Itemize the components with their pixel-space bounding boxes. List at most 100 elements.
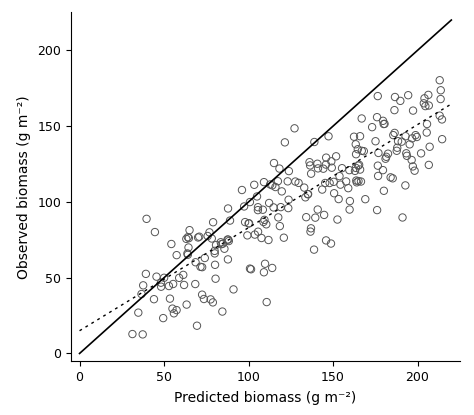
Point [412,132,419,139]
Point [389,175,397,182]
Point [251,231,259,238]
Point [270,204,277,211]
Point [211,250,219,257]
Point [310,139,318,145]
Point [353,179,361,186]
Point [230,286,237,293]
Point [261,261,269,267]
Point [437,87,445,94]
Point [169,281,177,287]
Point [193,322,201,329]
Point [250,181,258,188]
Point [352,151,360,158]
Point [184,251,191,258]
Point [184,234,191,240]
Point [356,161,363,168]
Point [382,155,389,162]
Point [204,233,211,239]
Point [346,206,354,213]
Point [180,271,187,278]
Point [337,181,344,188]
Point [325,133,332,139]
Point [423,121,431,127]
Point [409,107,417,114]
Point [336,173,343,180]
Point [306,162,314,169]
Point [276,223,283,229]
Point [261,217,268,223]
Point [165,283,173,289]
Point [330,178,337,185]
Point [304,191,312,198]
Point [211,248,219,254]
Point [166,295,174,302]
Point [247,266,255,273]
Point [417,150,425,157]
Point [356,166,364,173]
Point [328,164,336,171]
Point [302,214,310,220]
Point [393,147,401,154]
Point [295,180,302,186]
Point [263,299,271,305]
Point [322,161,330,168]
Point [391,107,398,113]
Point [201,255,209,261]
Point [350,133,358,140]
Point [379,167,387,173]
Point [225,238,233,244]
Point [280,234,288,241]
Point [404,92,412,98]
Point [425,102,433,109]
Point [217,239,225,246]
Point [254,204,262,210]
Point [192,259,200,266]
Point [198,291,206,298]
Point [401,182,409,189]
Point [224,256,232,263]
Point [245,220,253,227]
Point [402,150,410,156]
Point [197,264,204,270]
Point [425,161,433,168]
Point [246,199,254,205]
Point [278,188,285,195]
Point [186,227,193,234]
Point [362,196,369,203]
Point [402,133,410,139]
Point [218,241,225,247]
Point [200,295,208,302]
Point [194,234,202,241]
Point [128,331,136,337]
Point [284,205,292,211]
Point [151,229,159,235]
Point [438,116,446,123]
Point [421,95,428,102]
Point [259,206,267,213]
Point [352,165,360,171]
Point [138,290,146,297]
Point [384,150,392,157]
Point [266,181,274,188]
Point [224,236,231,243]
Point [170,310,178,317]
Point [264,237,272,243]
Point [195,233,203,240]
Point [206,229,213,236]
Point [322,154,330,161]
Point [437,96,445,103]
Point [374,207,381,213]
Point [244,232,251,239]
Point [208,235,216,242]
Point [254,228,262,235]
Point [421,103,429,110]
Point [185,235,192,242]
Point [198,264,206,271]
Y-axis label: Observed biomass (g m⁻²): Observed biomass (g m⁻²) [17,95,30,278]
Point [159,315,167,322]
Point [210,219,217,226]
Point [355,178,362,184]
Point [326,180,333,186]
Point [346,167,353,173]
Point [246,265,254,272]
